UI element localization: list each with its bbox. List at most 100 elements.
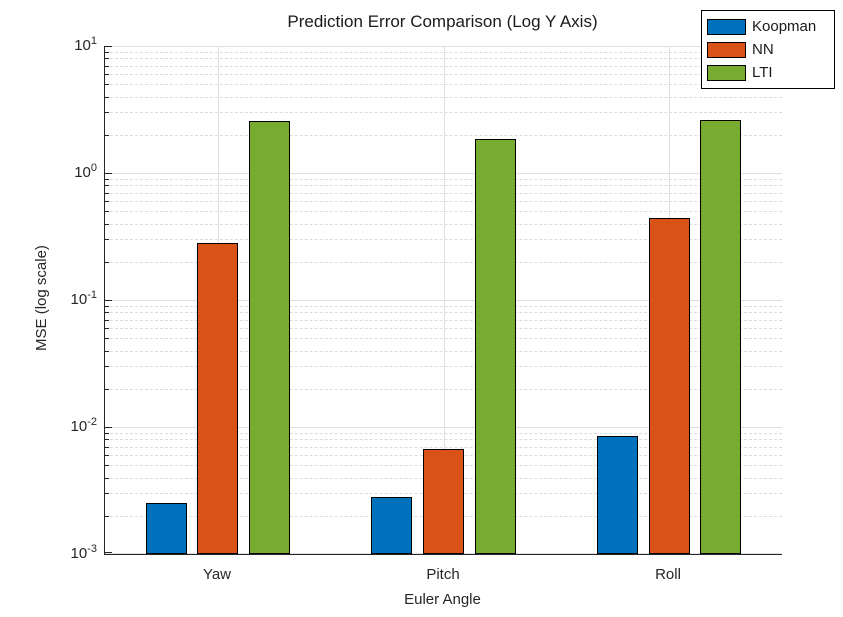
y-minor-tick bbox=[105, 389, 109, 390]
minor-gridline bbox=[105, 447, 782, 448]
y-minor-tick bbox=[105, 211, 109, 212]
minor-gridline bbox=[105, 52, 782, 53]
minor-gridline bbox=[105, 193, 782, 194]
minor-gridline bbox=[105, 135, 782, 136]
minor-gridline bbox=[105, 262, 782, 263]
y-minor-tick bbox=[105, 112, 109, 113]
y-minor-tick bbox=[105, 433, 109, 434]
minor-gridline bbox=[105, 366, 782, 367]
y-minor-tick bbox=[105, 97, 109, 98]
y-minor-tick bbox=[105, 493, 109, 494]
bar-lti-yaw bbox=[249, 121, 290, 554]
legend: Koopman NN LTI bbox=[701, 10, 835, 89]
y-major-tick bbox=[105, 427, 112, 428]
y-minor-tick bbox=[105, 366, 109, 367]
y-minor-tick bbox=[105, 455, 109, 456]
y-minor-tick bbox=[105, 74, 109, 75]
major-gridline bbox=[105, 46, 782, 47]
bar-koopman-yaw bbox=[146, 503, 187, 554]
legend-swatch-lti bbox=[707, 64, 746, 81]
y-minor-tick bbox=[105, 439, 109, 440]
minor-gridline bbox=[105, 74, 782, 75]
y-minor-tick bbox=[105, 179, 109, 180]
y-minor-tick bbox=[105, 262, 109, 263]
x-tick-label-yaw: Yaw bbox=[202, 566, 232, 583]
y-minor-tick bbox=[105, 201, 109, 202]
bar-koopman-roll bbox=[597, 436, 638, 554]
major-gridline bbox=[105, 300, 782, 301]
y-tick-label: 100 bbox=[74, 162, 97, 182]
legend-item-lti: LTI bbox=[707, 61, 830, 84]
bar-koopman-pitch bbox=[371, 497, 412, 554]
grid-layer bbox=[105, 46, 782, 554]
legend-label: NN bbox=[752, 41, 774, 58]
plot-area bbox=[104, 46, 782, 555]
minor-gridline bbox=[105, 306, 782, 307]
minor-gridline bbox=[105, 66, 782, 67]
minor-gridline bbox=[105, 224, 782, 225]
y-tick-label: 10-1 bbox=[70, 289, 97, 309]
bar-lti-pitch bbox=[475, 139, 516, 554]
chart-title: Prediction Error Comparison (Log Y Axis) bbox=[287, 12, 598, 31]
x-axis-label: Euler Angle bbox=[404, 591, 481, 608]
minor-gridline bbox=[105, 433, 782, 434]
minor-gridline bbox=[105, 201, 782, 202]
y-minor-tick bbox=[105, 84, 109, 85]
minor-gridline bbox=[105, 320, 782, 321]
bar-lti-roll bbox=[700, 120, 741, 554]
y-tick-label: 101 bbox=[74, 35, 97, 55]
y-tick-label: 10-3 bbox=[70, 543, 97, 563]
minor-gridline bbox=[105, 185, 782, 186]
x-tick-label-pitch: Pitch bbox=[426, 566, 460, 583]
legend-swatch-nn bbox=[707, 41, 746, 58]
minor-gridline bbox=[105, 338, 782, 339]
minor-gridline bbox=[105, 312, 782, 313]
minor-gridline bbox=[105, 389, 782, 390]
y-minor-tick bbox=[105, 239, 109, 240]
bar-nn-pitch bbox=[423, 449, 464, 554]
y-minor-tick bbox=[105, 516, 109, 517]
y-minor-tick bbox=[105, 66, 109, 67]
minor-gridline bbox=[105, 211, 782, 212]
y-major-tick bbox=[105, 552, 112, 553]
x-tick-label-roll: Roll bbox=[655, 566, 681, 583]
y-major-tick bbox=[105, 300, 112, 301]
minor-gridline bbox=[105, 328, 782, 329]
minor-gridline bbox=[105, 58, 782, 59]
y-minor-tick bbox=[105, 320, 109, 321]
minor-gridline bbox=[105, 97, 782, 98]
y-minor-tick bbox=[105, 306, 109, 307]
y-minor-tick bbox=[105, 58, 109, 59]
major-gridline bbox=[105, 427, 782, 428]
minor-gridline bbox=[105, 239, 782, 240]
legend-item-koopman: Koopman bbox=[707, 15, 830, 38]
y-minor-tick bbox=[105, 465, 109, 466]
minor-gridline bbox=[105, 179, 782, 180]
y-minor-tick bbox=[105, 185, 109, 186]
minor-gridline bbox=[105, 351, 782, 352]
y-minor-tick bbox=[105, 135, 109, 136]
legend-label: LTI bbox=[752, 64, 773, 81]
y-minor-tick bbox=[105, 52, 109, 53]
y-minor-tick bbox=[105, 312, 109, 313]
y-major-tick bbox=[105, 173, 112, 174]
legend-swatch-koopman bbox=[707, 18, 746, 35]
legend-label: Koopman bbox=[752, 18, 817, 35]
y-major-tick bbox=[105, 46, 112, 47]
y-minor-tick bbox=[105, 328, 109, 329]
y-minor-tick bbox=[105, 447, 109, 448]
major-gridline bbox=[105, 173, 782, 174]
minor-gridline bbox=[105, 439, 782, 440]
y-tick-marks-layer bbox=[105, 46, 782, 554]
y-minor-tick bbox=[105, 193, 109, 194]
y-minor-tick bbox=[105, 478, 109, 479]
y-tick-label: 10-2 bbox=[70, 416, 97, 436]
minor-gridline bbox=[105, 84, 782, 85]
minor-gridline bbox=[105, 112, 782, 113]
bar-nn-roll bbox=[649, 218, 690, 554]
y-minor-tick bbox=[105, 224, 109, 225]
legend-item-nn: NN bbox=[707, 38, 830, 61]
bar-nn-yaw bbox=[197, 243, 238, 554]
y-minor-tick bbox=[105, 351, 109, 352]
